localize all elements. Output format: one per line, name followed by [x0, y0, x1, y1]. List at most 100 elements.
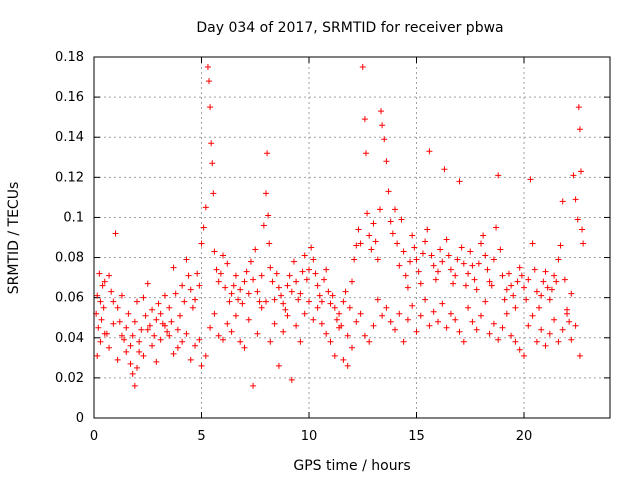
data-point — [527, 176, 534, 183]
y-axis-title: SRMTID / TECUs — [6, 182, 22, 295]
data-point — [533, 338, 540, 345]
data-point — [460, 338, 467, 345]
data-point — [245, 290, 252, 297]
data-point — [140, 294, 147, 301]
data-point — [465, 304, 472, 311]
y-tick-label: 0.08 — [55, 251, 84, 266]
data-point — [213, 266, 220, 273]
data-point — [301, 252, 308, 259]
data-point — [217, 270, 224, 277]
data-point — [275, 284, 282, 291]
data-point — [366, 232, 373, 239]
data-point — [263, 190, 269, 197]
data-point — [189, 304, 196, 311]
data-point — [185, 272, 192, 279]
data-point — [572, 196, 579, 203]
data-point — [254, 330, 261, 337]
data-point — [273, 270, 280, 277]
data-point — [206, 78, 213, 85]
data-point — [168, 318, 175, 325]
data-point — [344, 362, 351, 369]
axis-ticks — [93, 56, 610, 419]
data-point — [110, 298, 117, 305]
data-point — [96, 270, 103, 277]
data-point — [378, 108, 385, 115]
data-point — [542, 268, 549, 275]
data-point — [409, 232, 416, 239]
data-point — [247, 258, 254, 265]
data-point — [561, 276, 568, 283]
data-point — [389, 230, 396, 237]
data-point — [422, 238, 429, 245]
data-point — [516, 346, 523, 353]
data-point — [106, 344, 113, 351]
data-point — [478, 312, 484, 319]
data-point — [353, 242, 360, 249]
data-point — [538, 292, 545, 299]
data-point — [114, 304, 121, 311]
data-point — [98, 316, 105, 323]
data-point — [469, 262, 476, 269]
data-point — [290, 258, 297, 265]
data-point — [508, 282, 515, 289]
data-point — [447, 266, 454, 273]
data-point — [232, 312, 239, 319]
data-point — [179, 282, 186, 289]
data-point — [210, 190, 217, 197]
data-point — [512, 304, 519, 311]
data-point — [428, 252, 435, 259]
data-point — [551, 316, 558, 323]
data-point — [282, 306, 289, 313]
data-point — [370, 220, 377, 227]
data-point — [204, 64, 211, 71]
data-point — [211, 310, 218, 317]
data-point — [387, 318, 394, 325]
data-point — [467, 248, 474, 255]
data-point — [490, 256, 497, 263]
data-point — [121, 336, 128, 343]
data-point — [548, 286, 555, 293]
data-point — [577, 168, 584, 175]
data-point — [529, 240, 536, 247]
data-point — [372, 238, 379, 245]
data-point — [271, 320, 278, 327]
data-point — [245, 316, 252, 323]
data-point — [138, 326, 145, 333]
y-tick-label: 0.06 — [55, 291, 84, 306]
data-point — [153, 316, 160, 323]
data-point — [473, 286, 480, 293]
data-point — [362, 150, 369, 157]
data-point — [224, 320, 231, 327]
data-point — [368, 246, 375, 253]
data-point — [340, 298, 347, 305]
data-point — [568, 336, 575, 343]
data-point — [439, 258, 446, 265]
data-point — [237, 286, 244, 293]
data-point — [226, 298, 233, 305]
data-point — [398, 216, 405, 223]
data-point — [321, 276, 328, 283]
data-point — [99, 282, 106, 289]
data-point — [376, 206, 383, 213]
data-point — [232, 272, 239, 279]
data-point — [482, 252, 489, 259]
data-point — [187, 356, 194, 363]
data-point — [488, 282, 495, 289]
data-point — [192, 296, 199, 303]
data-point — [422, 296, 429, 303]
data-point — [198, 362, 205, 369]
data-point — [118, 292, 125, 299]
data-point — [364, 210, 371, 217]
data-point — [144, 326, 151, 333]
data-point — [131, 382, 138, 389]
data-point — [553, 278, 560, 285]
y-tick-labels: 0 0.02 0.04 0.06 0.08 0.1 0.12 0.14 0.16 0.18 — [55, 50, 84, 426]
data-point — [97, 338, 104, 345]
x-tick-label: 10 — [301, 429, 318, 444]
data-point — [551, 272, 558, 279]
data-point — [456, 328, 463, 335]
data-point — [447, 310, 454, 317]
y-tick-label: 0.16 — [55, 90, 84, 105]
data-point — [546, 330, 553, 337]
data-point — [385, 188, 392, 195]
